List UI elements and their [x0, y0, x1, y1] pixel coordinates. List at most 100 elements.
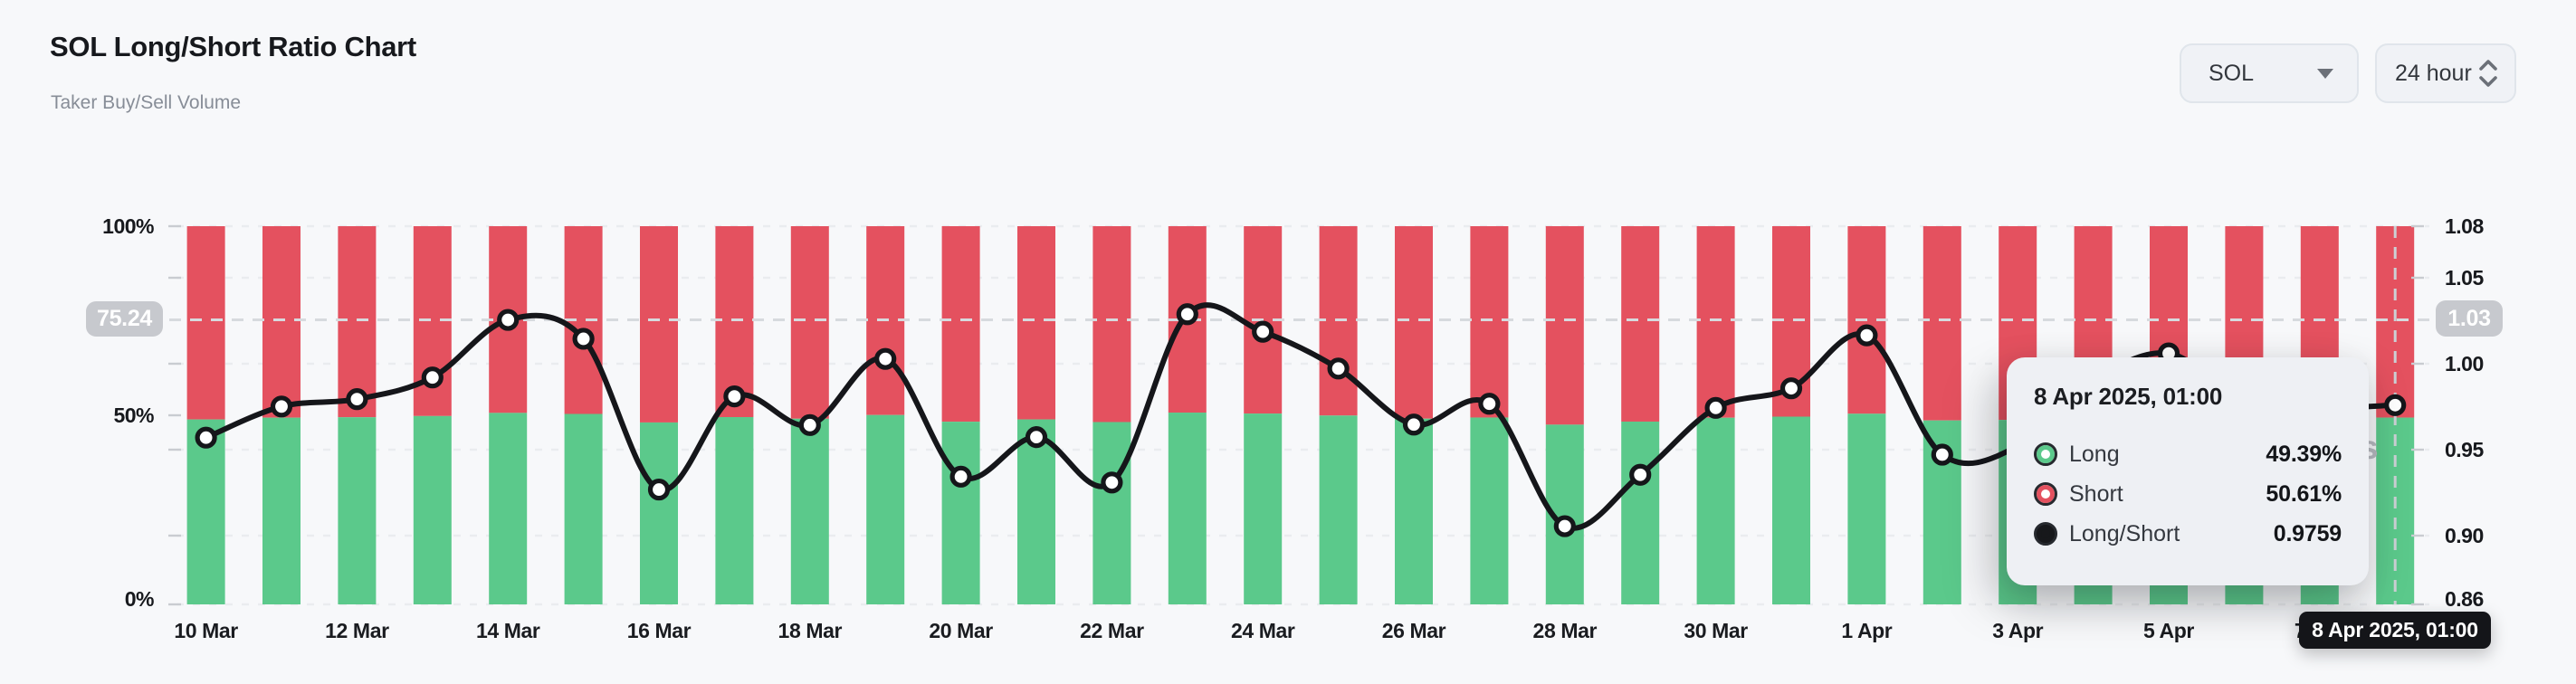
bar-long[interactable] — [715, 417, 754, 604]
bar-long[interactable] — [790, 418, 829, 604]
left-axis-label: 0% — [125, 587, 154, 611]
bar-long[interactable] — [1470, 417, 1509, 604]
bar-long[interactable] — [1621, 421, 1660, 604]
symbol-select[interactable]: SOL — [2180, 43, 2359, 103]
right-axis-label: 1.05 — [2445, 266, 2484, 290]
x-axis-label: 5 Apr — [2143, 619, 2194, 642]
line-point[interactable] — [270, 395, 293, 418]
line-point[interactable] — [1252, 320, 1274, 343]
bar-short[interactable] — [262, 226, 301, 418]
bar-long[interactable] — [1319, 415, 1358, 604]
bar-long[interactable] — [2376, 417, 2415, 604]
tooltip-row-label: Long — [2069, 441, 2120, 467]
bar-long[interactable] — [941, 422, 980, 604]
line-point[interactable] — [1553, 515, 1576, 537]
line-point[interactable] — [195, 426, 217, 449]
bar-long[interactable] — [640, 422, 678, 604]
line-point[interactable] — [346, 388, 368, 411]
bar-short[interactable] — [1545, 226, 1584, 425]
interval-select[interactable]: 24 hour — [2375, 43, 2516, 103]
bar-long[interactable] — [1772, 416, 1810, 604]
x-axis-label: 20 Mar — [929, 619, 993, 642]
bar-long[interactable] — [1244, 413, 1283, 604]
line-point[interactable] — [1931, 443, 1953, 466]
line-point[interactable] — [1629, 463, 1652, 486]
x-axis-label: 14 Mar — [476, 619, 540, 642]
line-point[interactable] — [497, 309, 520, 331]
tooltip-row-label: Short — [2069, 480, 2123, 507]
x-axis-label: 16 Mar — [627, 619, 692, 642]
right-axis-label: 0.90 — [2445, 524, 2484, 547]
bar-short[interactable] — [186, 226, 225, 420]
interval-select-value: 24 hour — [2395, 60, 2472, 86]
line-point[interactable] — [874, 347, 897, 370]
line-point[interactable] — [1779, 377, 1803, 400]
x-axis-label: 3 Apr — [1992, 619, 2043, 642]
bar-long[interactable] — [262, 417, 301, 604]
bar-short[interactable] — [1395, 226, 1433, 419]
right-axis-label: 0.86 — [2445, 587, 2484, 611]
right-axis-label: 1.00 — [2445, 352, 2484, 375]
line-point[interactable] — [1327, 357, 1350, 380]
symbol-select-value: SOL — [2209, 60, 2255, 86]
right-axis-label: 1.08 — [2445, 214, 2484, 238]
tooltip-row-label: Long/Short — [2069, 520, 2180, 546]
bar-short[interactable] — [1092, 226, 1131, 423]
bar-short[interactable] — [640, 226, 678, 423]
line-point[interactable] — [1402, 413, 1426, 436]
bar-short[interactable] — [1621, 226, 1660, 422]
left-axis-label: 50% — [113, 404, 154, 427]
x-axis-label: 1 Apr — [1841, 619, 1892, 642]
left-axis-label: 100% — [102, 214, 154, 238]
x-axis-label: 18 Mar — [778, 619, 843, 642]
line-point[interactable] — [798, 413, 821, 436]
tooltip-row-long: Long 49.39% — [2034, 434, 2342, 474]
bar-long[interactable] — [1017, 419, 1055, 604]
line-point[interactable] — [647, 478, 671, 501]
bar-long[interactable] — [186, 419, 225, 604]
line-point[interactable] — [1025, 426, 1048, 449]
bar-short[interactable] — [790, 226, 829, 419]
tooltip-row-value: 50.61% — [2266, 480, 2342, 507]
line-point[interactable] — [1101, 471, 1123, 494]
bar-long[interactable] — [413, 415, 452, 604]
x-axis-label: 30 Mar — [1684, 619, 1748, 642]
bar-long[interactable] — [1696, 417, 1735, 604]
up-down-chevrons-icon — [2476, 55, 2500, 91]
page-title: SOL Long/Short Ratio Chart — [50, 31, 416, 62]
x-axis-label: 24 Mar — [1231, 619, 1295, 642]
bar-long[interactable] — [338, 417, 377, 604]
bar-short[interactable] — [1017, 226, 1055, 420]
line-point[interactable] — [572, 328, 595, 350]
short-ring-icon — [2034, 482, 2057, 506]
bar-short[interactable] — [941, 226, 980, 423]
line-point[interactable] — [1704, 396, 1727, 419]
bar-long[interactable] — [866, 414, 905, 604]
bar-short[interactable] — [338, 226, 377, 418]
line-point[interactable] — [1856, 324, 1878, 347]
line-point[interactable] — [949, 465, 972, 488]
bar-long[interactable] — [1847, 413, 1886, 604]
tooltip-row-value: 0.9759 — [2273, 520, 2342, 546]
line-point[interactable] — [421, 366, 444, 389]
right-axis-label: 0.95 — [2445, 438, 2484, 461]
x-axis-label: 10 Mar — [174, 619, 238, 642]
long-ring-icon — [2034, 442, 2057, 466]
bar-long[interactable] — [1395, 418, 1433, 604]
bar-long[interactable] — [489, 413, 528, 604]
line-point[interactable] — [1478, 393, 1501, 415]
bar-short[interactable] — [1470, 226, 1509, 418]
line-point[interactable] — [723, 385, 746, 408]
line-point[interactable] — [2384, 394, 2407, 416]
crosshair-right-axis-badge: 1.03 — [2436, 300, 2503, 337]
bar-long[interactable] — [564, 413, 603, 604]
bar-long[interactable] — [1092, 422, 1131, 604]
x-axis-label: 22 Mar — [1080, 619, 1144, 642]
bar-short[interactable] — [1922, 226, 1961, 421]
bar-short[interactable] — [1696, 226, 1735, 418]
bar-short[interactable] — [715, 226, 754, 418]
bar-long[interactable] — [1168, 413, 1207, 604]
x-axis-label: 26 Mar — [1382, 619, 1446, 642]
line-point[interactable] — [1176, 303, 1198, 326]
